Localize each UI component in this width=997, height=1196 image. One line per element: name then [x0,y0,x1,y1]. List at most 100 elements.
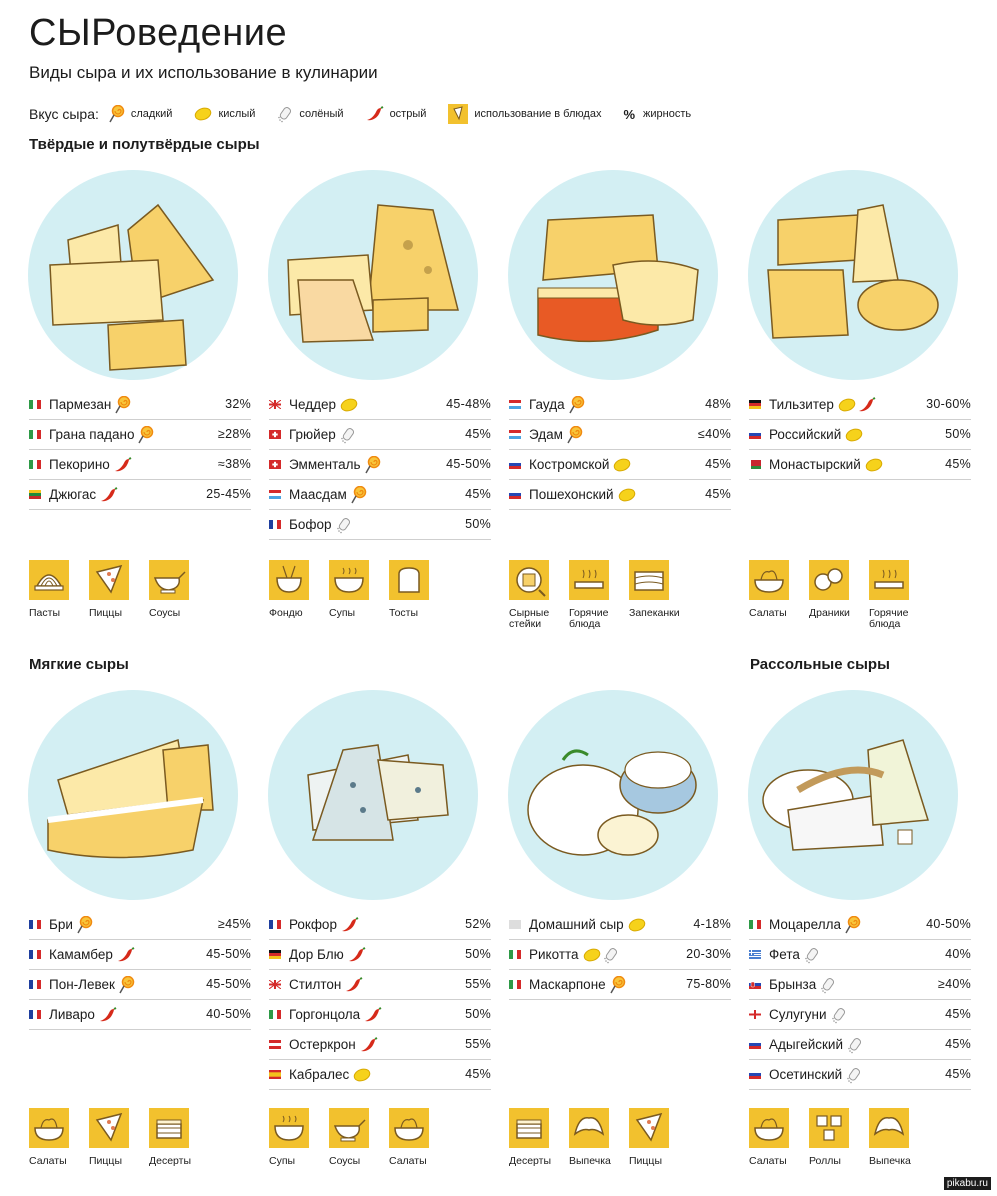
dish-label: Пиццы [89,607,122,619]
taste-tags [77,915,95,934]
salt-shaker-icon [603,947,617,963]
dish-label: Супы [329,607,356,619]
cheese-name: Маскарпоне [529,977,606,992]
salt-shaker-icon [848,1037,862,1053]
cheese-name: Горгонцола [289,1007,361,1022]
cheese-row: Стилтон 55% [269,970,491,1000]
fat-percent: 45-48% [446,397,491,411]
chili-pepper-icon [365,1006,382,1021]
cheese-row: Джюгас 25-45% [29,480,251,510]
taste-tags [119,975,137,994]
chili-pepper-icon [348,946,366,961]
dish-icon-box [869,1108,909,1148]
cheese-row: Дор Блю 50% [269,940,491,970]
dish-icon-box [629,1108,669,1148]
chili-pepper-icon [858,396,876,411]
cheese-row: Монастырский 45% [749,450,971,480]
cheese-row: Гауда 48% [509,390,731,420]
cheese-name: Эмменталь [289,457,361,472]
cheese-illustration [268,170,478,380]
rolls-icon [816,1115,842,1141]
dish-label: Сырные стейки [509,607,550,630]
taste-tags [618,488,638,502]
taste-tags [568,395,587,414]
cheese-name: Адыгейский [769,1037,843,1052]
taste-tags [613,458,633,472]
chili-pepper-icon [341,916,359,931]
salt-shaker-icon [821,977,835,993]
flag-at-icon [269,1040,281,1049]
cheese-name: Пон-Левек [49,977,115,992]
legend-item-spicy: острый [366,106,427,122]
dish-icon-box [809,560,849,600]
cheese-list: Гауда 48% Эдам ≤40% Костромской 45% Пошехонски… [509,390,731,510]
dish-usage: Горячие блюда [569,560,629,630]
dish-icon-box [89,1108,129,1148]
taste-tags [341,916,361,933]
dish-usage: Пиццы [629,1108,689,1167]
cheese-name: Бри [49,917,73,932]
dish-usage: Драники [809,560,869,630]
section-title-hard: Твёрдые и полутвёрдые сыры [29,136,260,153]
dish-label: Роллы [809,1155,841,1167]
dish-usage: Пиццы [89,1108,149,1167]
salt-shaker-icon [278,107,292,123]
taste-tags [846,1066,864,1084]
dish-label: Соусы [149,607,181,619]
cheese-name: Гауда [529,397,565,412]
cheese-list: Тильзитер 30-60% Российский 50% Монастырский… [749,390,971,480]
toast-icon [398,567,420,593]
cheese-illustration [508,690,718,900]
cheese-row: Пон-Левек 45-50% [29,970,251,1000]
lollipop-icon [77,915,93,933]
cheese-row: Осетинский 45% [749,1060,971,1090]
fat-percent: 40-50% [926,917,971,931]
fat-percent: 25-45% [206,487,251,501]
dish-label: Фондю [269,607,303,619]
fat-percent: 45-50% [206,947,251,961]
cheese-row: Эмменталь 45-50% [269,450,491,480]
cheese-name: Сулугуни [769,1007,827,1022]
uses-list: Салаты Роллы Выпечка [749,1108,929,1167]
chili-pepper-icon [117,946,135,961]
lollipop-icon [845,915,861,933]
lemon-icon [195,107,212,121]
legend-label-fat: жирность [643,108,692,120]
cheese-row: Пошехонский 45% [509,480,731,510]
legend-label-spicy: острый [389,108,427,120]
lemon-icon [865,458,883,471]
fat-percent: 48% [705,397,731,411]
uses-list: Салаты Драники Горячие блюда [749,560,929,630]
salad-icon [754,1118,784,1141]
cheese-name: Бофор [289,517,332,532]
fat-percent: 45% [705,487,731,501]
taste-tags [351,485,369,504]
lemon-icon [614,458,631,471]
fat-percent: 45% [705,457,731,471]
cheese-row: Маасдам 45% [269,480,491,510]
taste-tags [610,975,628,994]
taste-tags [115,395,133,414]
dish-label: Выпечка [569,1155,611,1167]
dish-usage: Супы [329,560,389,619]
fat-percent: 45-50% [206,977,251,991]
chili-pepper-icon [114,456,132,471]
lemon-icon [846,428,863,441]
dish-icon-box [509,560,549,600]
pizza-icon [95,564,123,594]
taste-tags [567,425,585,444]
uses-list: Пасты Пиццы Соусы [29,560,209,619]
cheese-list: Рокфор 52% Дор Блю 50% Стилтон 55% Горгонцола 5… [269,910,491,1090]
flag-it-icon [269,1010,281,1019]
legend-label-sweet: сладкий [130,108,173,120]
dish-usage: Десерты [149,1108,209,1167]
dish-usage: Тосты [389,560,449,619]
cheese-name: Пошехонский [529,487,614,502]
salad-icon [754,570,784,593]
dish-label: Салаты [389,1155,427,1167]
flag-it-icon [29,460,41,469]
salt-shaker-icon [805,947,818,963]
fat-percent: 55% [465,1037,491,1051]
flag-fr-icon [29,1010,41,1019]
legend-item-salty: солёный [277,105,344,123]
